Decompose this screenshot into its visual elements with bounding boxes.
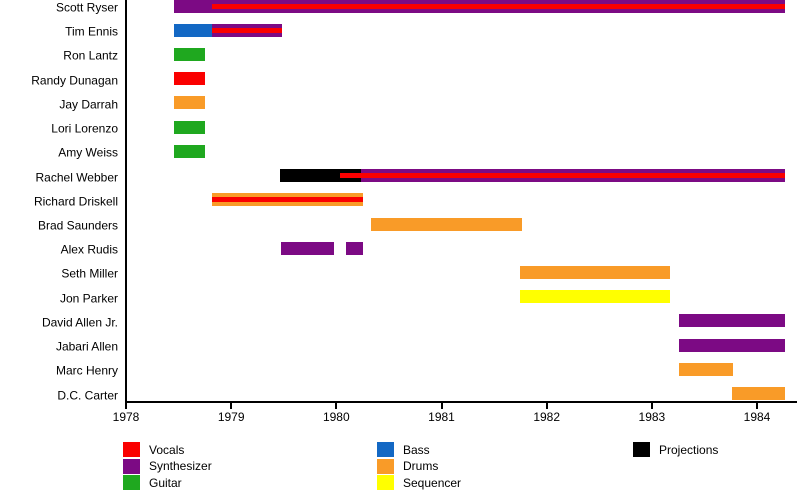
- x-tick-label-1980: 1980: [322, 410, 350, 424]
- row-label-marc-henry: Marc Henry: [55, 363, 118, 378]
- bar-ron-lantz-guitar: [174, 47, 205, 61]
- row-label-alex-rudis: Alex Rudis: [60, 242, 118, 257]
- legend-swatch-vocals: [123, 442, 140, 457]
- bar-brad-saunders-drums: [371, 217, 523, 231]
- row-label-ron-lantz: Ron Lantz: [63, 48, 118, 63]
- bar-randy-dunagan-vocals: [174, 72, 205, 86]
- legend-swatch-drums: [377, 458, 394, 474]
- bar-marc-henry-drums: [679, 362, 733, 376]
- legend-label-bass: Bass: [403, 442, 430, 457]
- legend-label-projections: Projections: [659, 442, 719, 457]
- row-label-scott-ryser: Scott Ryser: [55, 0, 118, 15]
- legend: Vocals Synthesizer Guitar Bass Drums Sequence…: [0, 430, 800, 490]
- row-label-brad-saunders: Brad Saunders: [37, 218, 118, 233]
- x-tick-1984: [756, 402, 758, 409]
- bar-amy-weiss-guitar: [174, 144, 205, 158]
- legend-swatch-bass: [377, 442, 394, 457]
- bar-rachel-webber-vocals-stripe: [339, 173, 786, 178]
- bar-scott-ryser-vocals-stripe: [212, 3, 786, 9]
- bar-tim-ennis-bass: [174, 23, 213, 37]
- legend-label-synthesizer: Synthesizer: [149, 459, 212, 473]
- x-tick-1978: [125, 402, 127, 409]
- bar-david-allen-jr-synthesizer: [679, 314, 786, 328]
- x-tick-label-1982: 1982: [533, 410, 561, 424]
- x-tick-1979: [230, 402, 233, 409]
- x-tick-label-1983: 1983: [638, 410, 666, 424]
- bar-d-c-carter-drums: [731, 387, 786, 400]
- row-label-david-allen-jr: David Allen Jr.: [41, 315, 118, 330]
- x-tick-label-1981: 1981: [428, 410, 455, 424]
- bar-alex-rudis-synthesizer: [345, 241, 363, 255]
- row-label-richard-driskell: Richard Driskell: [33, 194, 118, 209]
- x-tick-label-1984: 1984: [743, 410, 771, 424]
- y-axis-line: [125, 0, 127, 409]
- row-label-amy-weiss: Amy Weiss: [58, 145, 118, 160]
- row-label-rachel-webber: Rachel Webber: [35, 170, 119, 185]
- row-label-lori-lorenzo: Lori Lorenzo: [51, 121, 118, 136]
- bar-jay-darrah-drums: [174, 96, 205, 110]
- legend-swatch-sequencer: [377, 475, 394, 490]
- x-tick-1981: [440, 402, 443, 409]
- row-label-randy-dunagan: Randy Dunagan: [31, 73, 118, 88]
- x-tick-1983: [650, 402, 653, 409]
- legend-label-drums: Drums: [403, 459, 439, 473]
- bar-jon-parker-sequencer: [520, 290, 670, 304]
- legend-swatch-guitar: [123, 475, 140, 490]
- bar-lori-lorenzo-guitar: [174, 120, 205, 134]
- row-label-tim-ennis: Tim Ennis: [65, 24, 118, 39]
- legend-label-vocals: Vocals: [149, 442, 185, 457]
- row-label-seth-miller: Seth Miller: [61, 266, 118, 281]
- legend-swatch-projections: [633, 442, 650, 457]
- row-label-d-c-carter: D.C. Carter: [57, 388, 118, 403]
- x-tick-1982: [545, 402, 548, 409]
- row-label-jon-parker: Jon Parker: [59, 291, 118, 306]
- bar-tim-ennis-vocals-stripe: [212, 27, 282, 33]
- bar-rachel-webber-projections: [279, 169, 361, 182]
- x-axis-line: [125, 401, 797, 403]
- bar-alex-rudis-synthesizer: [280, 241, 335, 255]
- legend-label-guitar: Guitar: [149, 475, 182, 490]
- x-tick-1980: [335, 402, 338, 409]
- bar-jabari-allen-synthesizer: [679, 338, 786, 352]
- x-tick-label-1978: 1978: [112, 410, 140, 424]
- x-tick-label-1979: 1979: [217, 410, 245, 424]
- bar-seth-miller-drums: [520, 265, 670, 279]
- legend-swatch-synthesizer: [123, 458, 140, 474]
- bar-richard-driskell-vocals-stripe: [212, 197, 363, 203]
- timeline-plot: Scott Ryser Tim Ennis Ron Lantz Randy Dunag…: [31, 0, 797, 424]
- legend-label-sequencer: Sequencer: [403, 475, 462, 490]
- row-label-jay-darrah: Jay Darrah: [59, 97, 118, 112]
- row-label-jabari-allen: Jabari Allen: [55, 339, 118, 354]
